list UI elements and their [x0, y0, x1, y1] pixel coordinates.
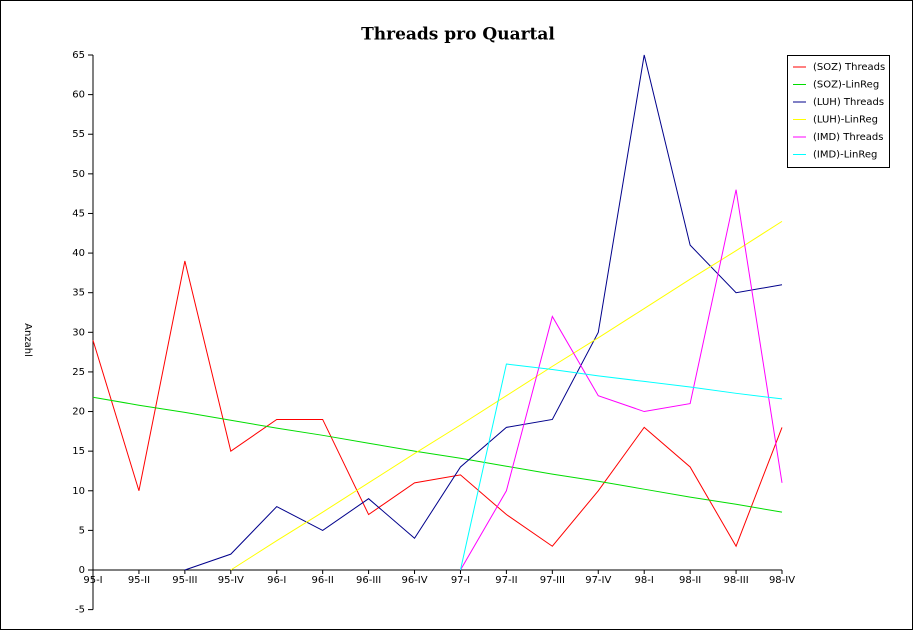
x-tick-label: 97-III — [540, 575, 565, 586]
legend-label: (IMD) Threads — [813, 132, 883, 143]
legend-label: (LUH) Threads — [813, 97, 884, 108]
series-line — [459, 363, 783, 571]
x-tick-label: 97-II — [495, 575, 517, 586]
x-tick-label: 96-IV — [401, 575, 427, 586]
y-tick-label: -5 — [75, 605, 85, 616]
x-tick-label: 96-III — [356, 575, 381, 586]
series-line — [230, 220, 783, 571]
y-tick-label: 5 — [79, 525, 85, 536]
x-tick-label: 95-III — [172, 575, 197, 586]
series-line — [92, 396, 783, 513]
x-tick-label: 98-IV — [769, 575, 795, 586]
x-tick-label: 95-I — [83, 575, 102, 586]
series-line — [460, 189, 783, 571]
x-tick-label: 98-III — [723, 575, 748, 586]
legend-label: (LUH)-LinReg — [813, 115, 878, 126]
y-tick-label: 65 — [72, 50, 85, 61]
x-tick-label: 98-I — [635, 575, 654, 586]
y-tick-label: 60 — [72, 90, 85, 101]
legend — [787, 55, 890, 168]
x-tick-label: 95-IV — [218, 575, 244, 586]
legend-label: (SOZ) Threads — [813, 62, 885, 73]
y-tick-label: 55 — [72, 129, 85, 140]
y-tick-label: 10 — [72, 486, 85, 497]
series-line — [184, 54, 783, 571]
legend-label: (IMD)-LinReg — [813, 150, 877, 161]
y-tick-label: 50 — [72, 169, 85, 180]
y-tick-label: 0 — [79, 565, 85, 576]
series-line — [92, 260, 783, 548]
chart-title: Threads pro Quartal — [361, 25, 555, 45]
x-tick-label: 95-II — [128, 575, 150, 586]
y-tick-label: 30 — [72, 327, 85, 338]
x-tick-label: 97-IV — [585, 575, 611, 586]
x-tick-label: 96-II — [312, 575, 334, 586]
y-tick-label: 20 — [72, 407, 85, 418]
y-axis-label: Anzahl — [22, 323, 33, 357]
y-tick-label: 45 — [72, 208, 85, 219]
y-tick-label: 35 — [72, 288, 85, 299]
y-tick-label: 15 — [72, 446, 85, 457]
x-tick-label: 96-I — [267, 575, 286, 586]
y-tick-label: 40 — [72, 248, 85, 259]
x-tick-label: 97-I — [451, 575, 470, 586]
legend-label: (SOZ)-LinReg — [813, 80, 879, 91]
x-tick-label: 98-II — [679, 575, 701, 586]
y-tick-label: 25 — [72, 367, 85, 378]
